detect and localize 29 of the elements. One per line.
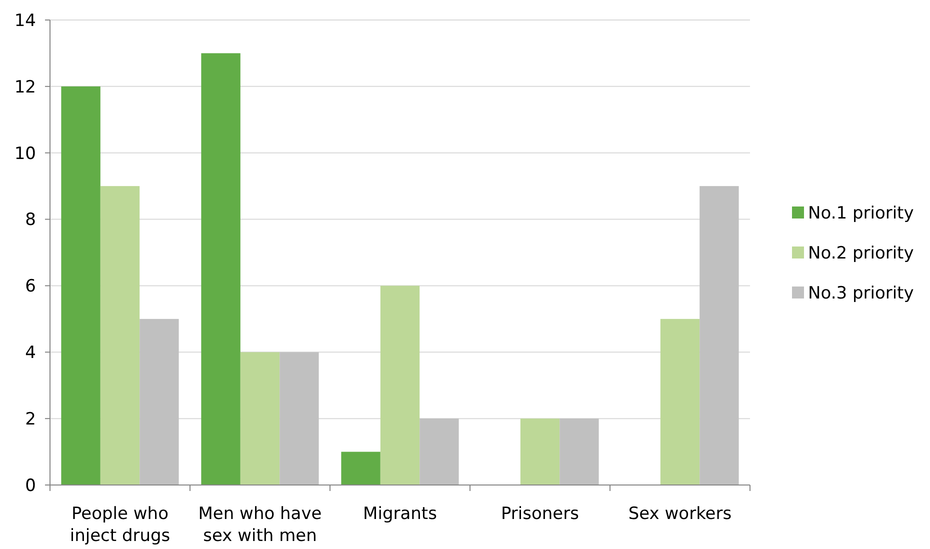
legend-label: No.1 priority bbox=[808, 203, 914, 224]
bar bbox=[341, 452, 380, 485]
x-tick-label: Migrants bbox=[363, 504, 438, 524]
bar bbox=[100, 186, 140, 485]
bar bbox=[240, 352, 280, 485]
y-tick-label: 6 bbox=[25, 276, 36, 297]
bar bbox=[560, 418, 599, 485]
x-tick-label: People who inject drugs bbox=[70, 504, 170, 546]
y-tick-label: 10 bbox=[14, 144, 36, 164]
bar bbox=[660, 318, 700, 485]
y-tick-label: 14 bbox=[14, 10, 36, 31]
bar bbox=[420, 418, 459, 485]
bar bbox=[280, 352, 319, 485]
bar bbox=[520, 418, 560, 485]
bar bbox=[61, 86, 100, 485]
x-tick-label: Sex workers bbox=[628, 504, 732, 524]
y-tick-label: 4 bbox=[25, 343, 36, 364]
y-tick-label: 12 bbox=[14, 77, 36, 98]
y-tick-label: 2 bbox=[25, 410, 36, 430]
x-tick-label: Men who have sex with men bbox=[198, 504, 322, 546]
y-tick-label: 0 bbox=[25, 476, 36, 496]
bar bbox=[700, 186, 739, 485]
bar bbox=[140, 318, 179, 485]
legend-label: No.3 priority bbox=[808, 283, 914, 304]
y-tick-label: 8 bbox=[25, 210, 36, 230]
bar bbox=[380, 286, 420, 485]
bar bbox=[201, 53, 240, 485]
legend-label: No.2 priority bbox=[808, 243, 914, 264]
x-tick-label: Prisoners bbox=[500, 504, 580, 524]
